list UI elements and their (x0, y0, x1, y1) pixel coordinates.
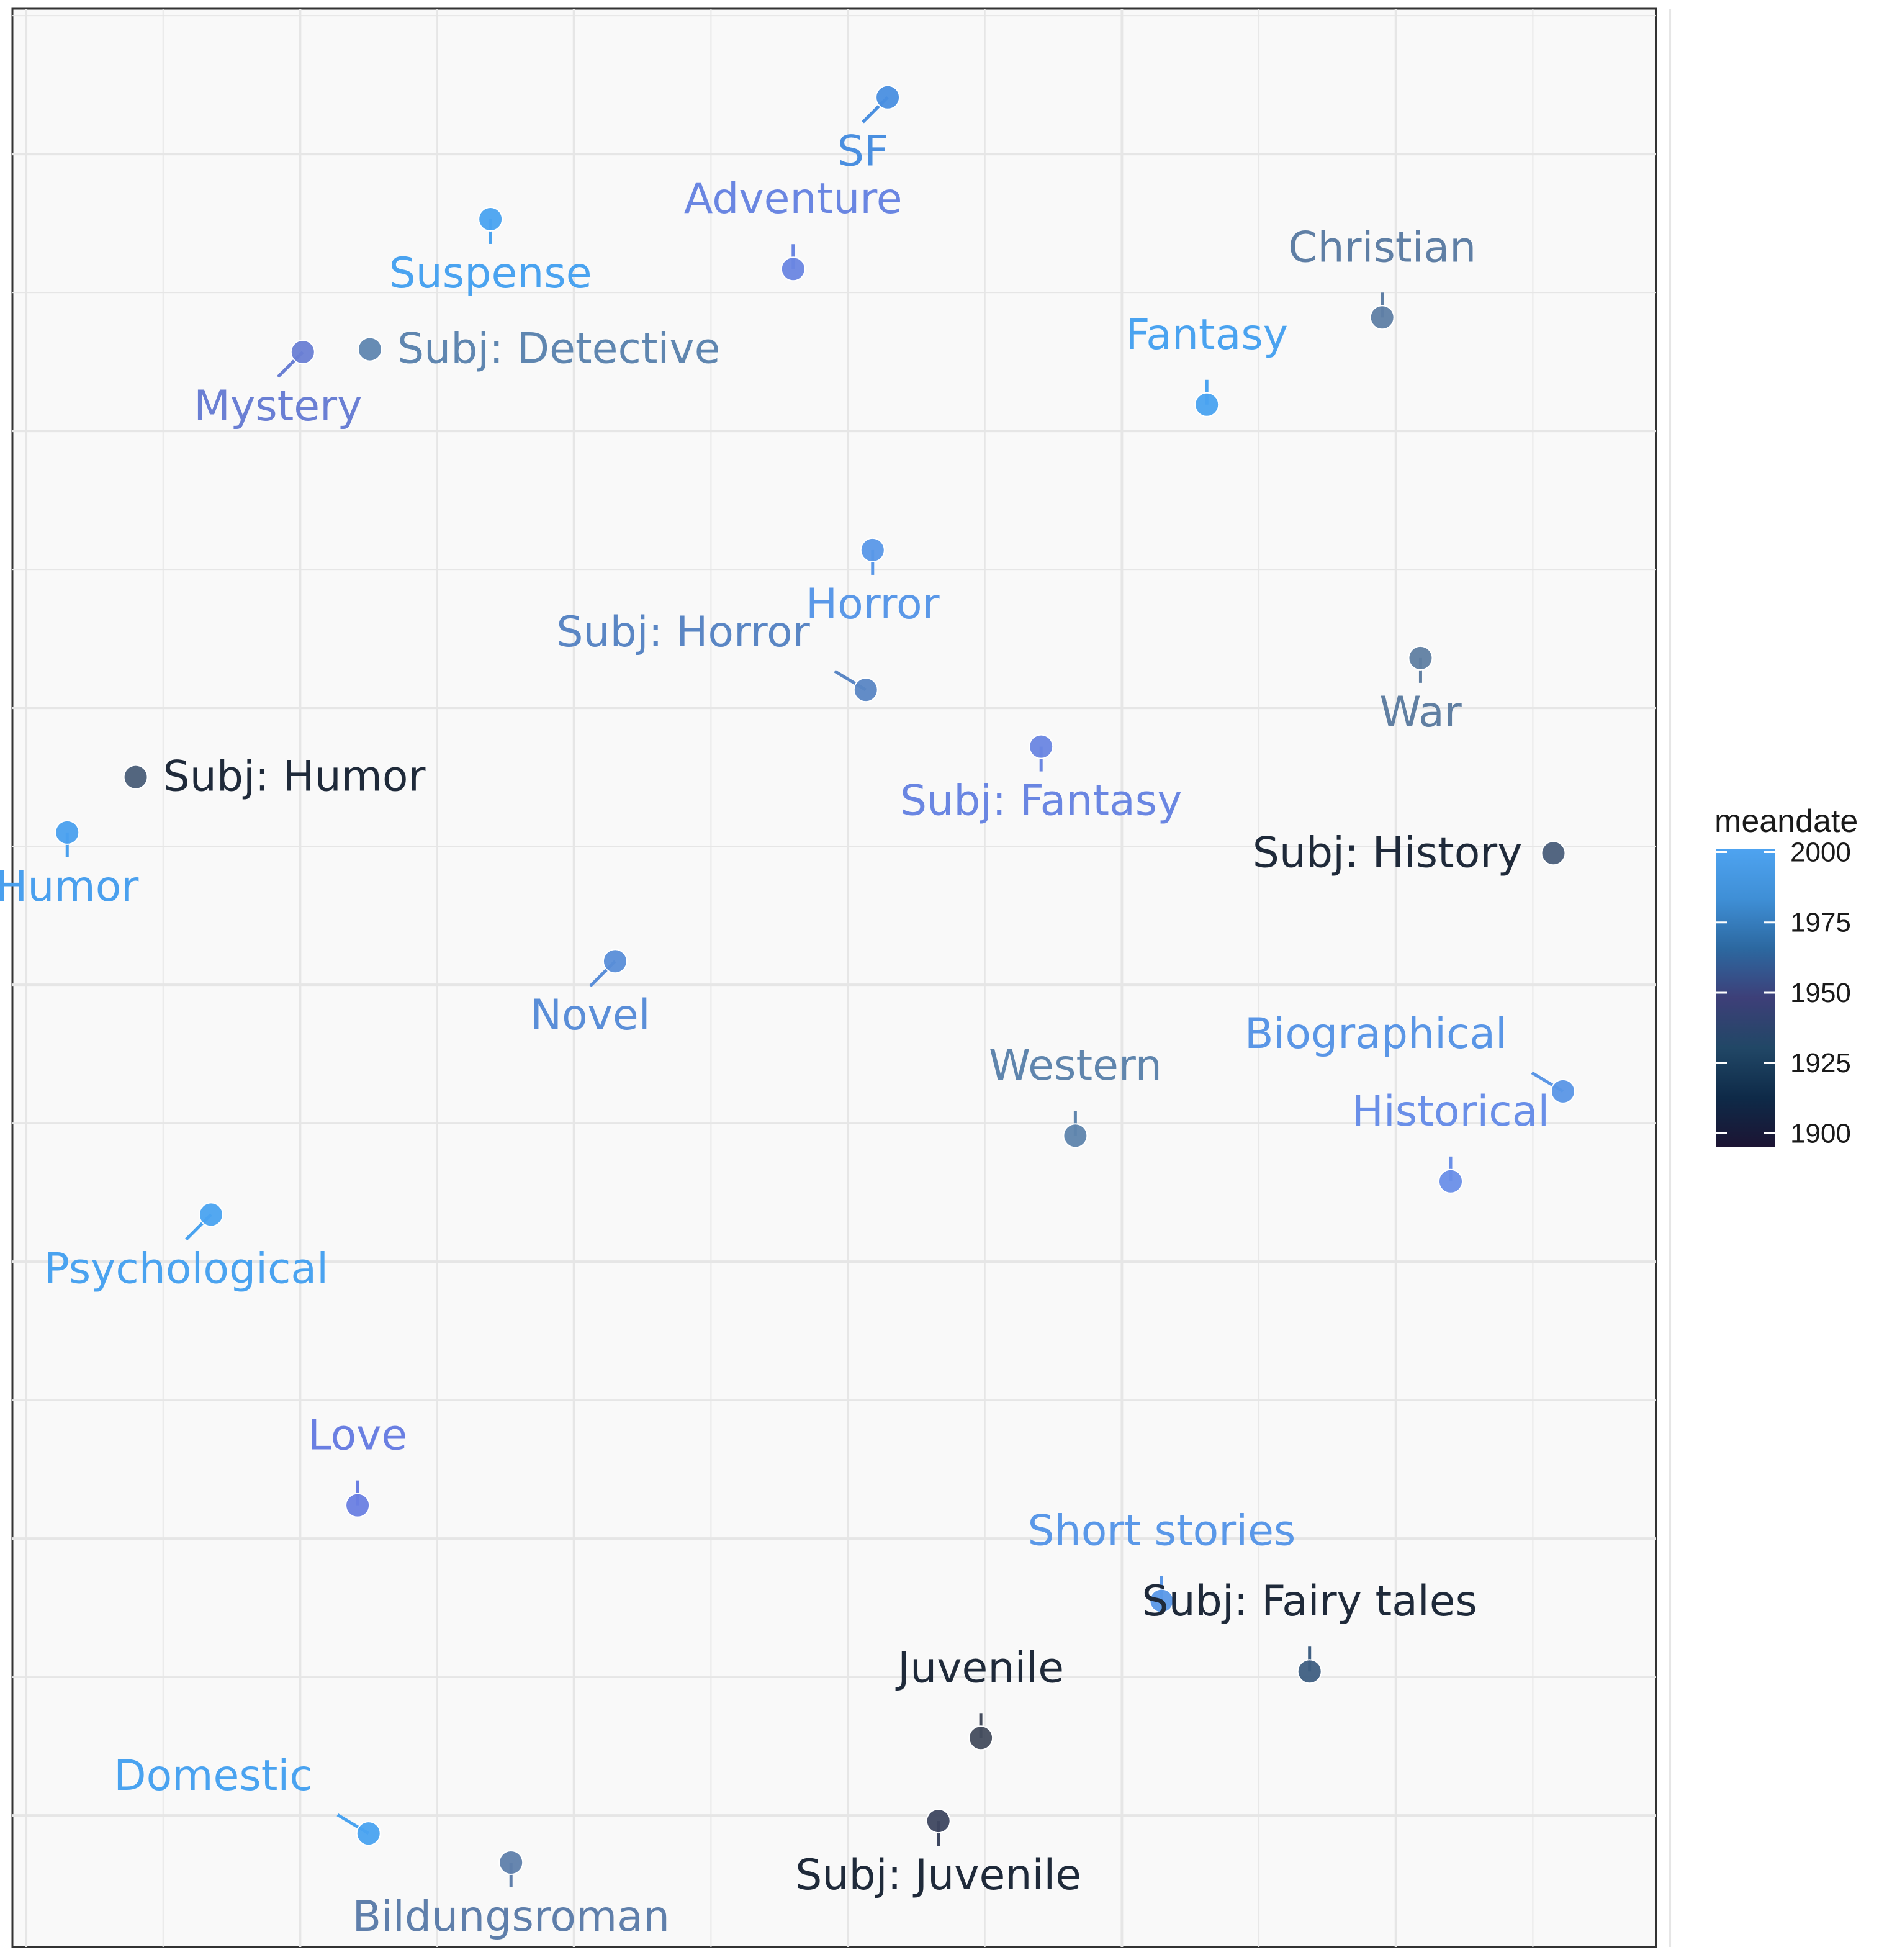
data-point (356, 1821, 381, 1846)
legend-title: meandate (1714, 803, 1858, 839)
data-point (853, 677, 878, 703)
point-label: Novel (530, 991, 650, 1040)
data-point (55, 820, 80, 845)
legend-ticks: 2000 1975 1950 1925 1900 (1716, 838, 1851, 1149)
data-point (1438, 1168, 1463, 1194)
point-label: Subj: Detective (397, 325, 721, 374)
point-label: War (1379, 688, 1462, 737)
data-point (602, 949, 628, 974)
grid-lines (12, 9, 1672, 1947)
data-point (875, 84, 901, 110)
data-point (1550, 1078, 1575, 1104)
data-point (860, 537, 885, 562)
data-point (1408, 645, 1433, 671)
data-point (478, 206, 503, 232)
data-point (290, 340, 315, 365)
point-label: Juvenile (895, 1643, 1064, 1692)
point-label: Short stories (1027, 1507, 1295, 1556)
legend-tick-label: 1950 (1790, 978, 1851, 1008)
data-point (1369, 305, 1395, 330)
point-label: Subj: Humor (163, 752, 426, 802)
data-point (1194, 392, 1220, 417)
point-label: Psychological (44, 1244, 328, 1293)
data-points (55, 84, 1575, 1875)
data-point (1029, 734, 1054, 759)
point-label: Subj: Fantasy (900, 777, 1182, 826)
data-point (345, 1493, 371, 1518)
point-label: Biographical (1245, 1009, 1507, 1059)
point-label: Fantasy (1125, 310, 1288, 359)
point-label: Mystery (194, 382, 362, 431)
point-label: Subj: Fairy tales (1142, 1577, 1477, 1626)
panel-background (11, 7, 1657, 1948)
point-label: Horror (806, 580, 940, 629)
point-label: Subj: Juvenile (795, 1851, 1081, 1900)
point-label: Bildungsroman (352, 1892, 669, 1941)
point-label: Love (308, 1411, 407, 1460)
data-point (498, 1849, 524, 1875)
data-point (780, 256, 806, 282)
legend-tick-label: 2000 (1790, 838, 1851, 868)
data-point (123, 764, 148, 790)
point-label: Subj: Horror (556, 608, 809, 657)
point-label: SF (837, 127, 888, 176)
point-label: Historical (1352, 1087, 1550, 1136)
data-point (1063, 1123, 1088, 1149)
data-point (357, 336, 382, 362)
point-label: Humor (0, 862, 138, 911)
point-label: Christian (1288, 223, 1476, 272)
point-label: Domestic (114, 1751, 312, 1800)
point-label: Western (989, 1041, 1162, 1090)
data-point (968, 1725, 994, 1751)
data-point (1541, 841, 1566, 866)
data-point (198, 1202, 223, 1227)
legend-tick-label: 1925 (1790, 1048, 1851, 1078)
data-point (1297, 1659, 1322, 1684)
legend-colorbar (1716, 849, 1775, 1147)
point-label: Adventure (684, 174, 903, 224)
legend: meandate 2000 1975 1950 1925 1900 (1714, 803, 1858, 1149)
legend-tick-label: 1900 (1790, 1118, 1851, 1149)
data-point (1149, 1588, 1174, 1614)
legend-tick-label: 1975 (1790, 908, 1851, 938)
point-label: Subj: History (1253, 828, 1523, 877)
point-label: Suspense (389, 249, 592, 298)
data-point (926, 1809, 951, 1834)
